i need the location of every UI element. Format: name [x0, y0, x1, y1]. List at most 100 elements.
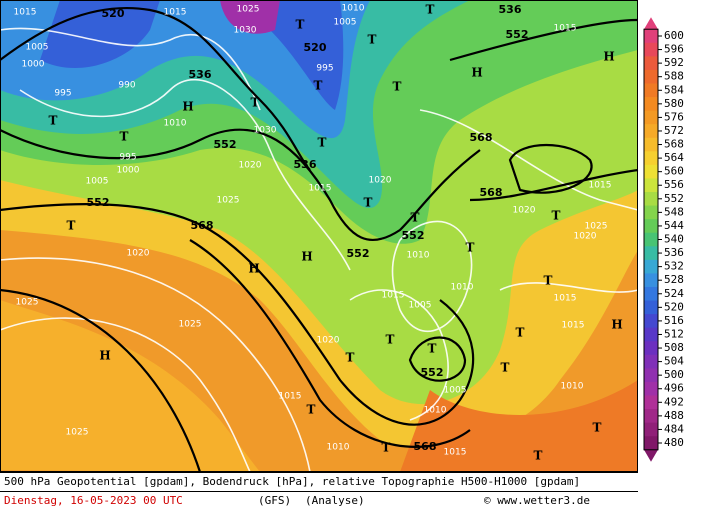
pressure-center: T [593, 421, 602, 435]
footer-model: (GFS) [258, 494, 291, 507]
scale-label: 480 [664, 436, 684, 449]
isobar-label: 1005 [444, 386, 467, 396]
color-scale: 6005965925885845805765725685645605565525… [643, 17, 684, 462]
pressure-center: T [318, 136, 327, 150]
pressure-center: T [386, 333, 395, 347]
pressure-center: T [251, 96, 260, 110]
isobar-label: 1020 [574, 232, 597, 242]
pressure-center: H [471, 66, 482, 80]
geopotential-label: 568 [414, 440, 437, 453]
isobar-label: 1015 [309, 184, 332, 194]
isobar-label: 995 [316, 64, 333, 74]
map-labels: 520 520 536 536 536 552 552 552 552 552 552 568 568 5… [14, 3, 623, 463]
geopotential-label: 552 [506, 28, 529, 41]
scale-swatch [644, 314, 658, 329]
pressure-center: T [382, 441, 391, 455]
pressure-center: H [182, 100, 193, 114]
pressure-center: T [67, 219, 76, 233]
scale-swatch [644, 354, 658, 369]
geopotential-label: 552 [421, 366, 444, 379]
scale-label: 524 [664, 287, 684, 300]
scale-label: 528 [664, 273, 684, 286]
pressure-center: T [120, 130, 129, 144]
geopotential-label: 536 [189, 68, 212, 81]
isobar-label: 1010 [327, 443, 350, 453]
isobar-label: 1010 [342, 4, 365, 14]
scale-swatch [644, 246, 658, 261]
scale-label: 576 [664, 110, 684, 123]
scale-label: 508 [664, 341, 684, 354]
footer-run: (Analyse) [305, 494, 365, 507]
isobar-label: 1005 [409, 301, 432, 311]
geopotential-label: 552 [347, 247, 370, 260]
pressure-center: T [314, 79, 323, 93]
scale-label: 544 [664, 219, 684, 232]
pressure-center: T [393, 80, 402, 94]
isobar-label: 1005 [26, 43, 49, 53]
isobar-label: 1020 [239, 161, 262, 171]
geopotential-label: 568 [191, 219, 214, 232]
isobar-label: 1005 [86, 177, 109, 187]
isobar-label: 1020 [513, 206, 536, 216]
pressure-center: H [603, 50, 614, 64]
scale-swatch [644, 395, 658, 410]
geopotential-label: 552 [214, 138, 237, 151]
scale-label: 568 [664, 138, 684, 151]
isobar-label: 1015 [554, 24, 577, 34]
scale-label: 540 [664, 233, 684, 246]
isobar-label: 1025 [16, 298, 39, 308]
isobar-label: 995 [54, 89, 71, 99]
scale-swatch [644, 29, 658, 44]
isobar-label: 1015 [444, 448, 467, 458]
pressure-center: T [368, 33, 377, 47]
isobar-label: 1025 [237, 5, 260, 15]
isobar-label: 1030 [254, 126, 277, 136]
geopotential-label: 568 [480, 186, 503, 199]
scale-swatch [644, 178, 658, 193]
scale-swatch [644, 286, 658, 302]
isobars [0, 27, 639, 473]
isobar-label: 1010 [164, 119, 187, 129]
scale-swatch [644, 97, 658, 112]
scale-label: 564 [664, 151, 684, 164]
geopotential-contours [0, 6, 639, 473]
pressure-center: T [552, 209, 561, 223]
geopotential-label: 520 [102, 7, 125, 20]
scale-arrow-top [644, 17, 658, 30]
scale-label: 560 [664, 165, 684, 178]
pressure-center: T [466, 241, 475, 255]
scale-swatch [644, 341, 658, 356]
scale-label: 520 [664, 300, 684, 313]
scale-label: 584 [664, 83, 684, 96]
pressure-center: T [516, 326, 525, 340]
isobar-label: 1015 [589, 181, 612, 191]
scale-swatch [644, 232, 658, 247]
pressure-center: T [346, 351, 355, 365]
isobar-label: 1015 [164, 8, 187, 18]
scale-label: 580 [664, 97, 684, 110]
scale-swatch [644, 300, 658, 315]
geopotential-label: 552 [402, 229, 425, 242]
scale-swatch [644, 273, 658, 288]
isobar-label: 995 [119, 153, 136, 163]
pressure-center: T [307, 403, 316, 417]
isobar-label: 1020 [317, 336, 340, 346]
geopotential-label: 568 [470, 131, 493, 144]
scale-label: 488 [664, 409, 684, 422]
scale-label: 548 [664, 205, 684, 218]
scale-label: 512 [664, 327, 684, 340]
pressure-center: T [49, 114, 58, 128]
scale-label: 600 [664, 29, 684, 42]
isobar-label: 1020 [369, 176, 392, 186]
scale-label: 596 [664, 43, 684, 56]
scale-swatch [644, 381, 658, 397]
scale-swatch [644, 409, 658, 424]
pressure-center: T [544, 274, 553, 288]
isobar-label: 1005 [334, 18, 357, 28]
isobar-label: 1015 [562, 321, 585, 331]
isobar-label: 1025 [179, 320, 202, 330]
scale-swatch [644, 42, 658, 57]
isobar-label: 1000 [117, 166, 140, 176]
scale-swatch [644, 164, 658, 179]
